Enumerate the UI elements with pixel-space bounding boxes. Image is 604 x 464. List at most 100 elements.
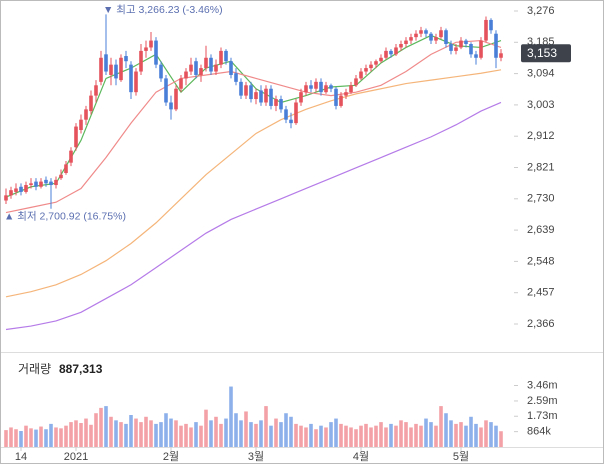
volume-bar (114, 420, 118, 447)
volume-bar (274, 418, 278, 447)
volume-bar (49, 423, 53, 447)
volume-bar (404, 422, 408, 447)
candle-body (379, 57, 383, 62)
volume-bar (214, 416, 218, 447)
volume-bar (269, 425, 273, 447)
candle-body (49, 181, 53, 186)
candle-body (279, 99, 283, 110)
volume-bar (234, 413, 238, 447)
volume-value: 887,313 (59, 362, 103, 376)
volume-bar (139, 422, 143, 447)
volume-bar (119, 422, 123, 447)
volume-bar (259, 420, 263, 447)
volume-bar (244, 411, 248, 447)
x-tick-label: 2월 (163, 450, 179, 463)
candle-body (419, 30, 423, 34)
volume-bar (369, 427, 373, 447)
volume-tick-label: 864k (527, 426, 551, 438)
moving-average-line (5, 69, 502, 298)
x-tick-label: 14 (15, 451, 27, 463)
candle-body (449, 44, 453, 51)
volume-bar (149, 420, 153, 447)
candle-body (479, 40, 483, 58)
candle-body (214, 64, 218, 72)
candle-body (459, 40, 463, 48)
volume-bar (444, 413, 448, 447)
volume-bar (359, 425, 363, 447)
volume-bar (284, 413, 288, 447)
candle-body (59, 174, 63, 179)
candle-body (199, 68, 203, 75)
candle-body (369, 64, 373, 69)
volume-bar (109, 416, 113, 447)
volume-bar (94, 413, 98, 447)
low-annotation: ▲ 최저 2,700.92 (16.75%) (4, 211, 126, 223)
volume-bar (64, 425, 68, 447)
volume-bar (4, 430, 8, 447)
candle-body (4, 195, 8, 201)
candle-body (124, 56, 128, 62)
candle-body (209, 57, 213, 72)
volume-bar (209, 420, 213, 447)
candle-body (424, 30, 428, 34)
candle-body (249, 85, 253, 100)
volume-bar (199, 425, 203, 447)
candle-body (489, 19, 493, 31)
y-tick-label: 2,548 (527, 255, 555, 267)
volume-bar (129, 415, 133, 447)
volume-bar (334, 418, 338, 447)
volume-bar (29, 428, 33, 447)
candle-body (219, 50, 223, 65)
y-tick-label: 2,639 (527, 224, 555, 236)
candle-body (19, 186, 23, 192)
volume-bar (179, 425, 183, 447)
y-tick-label: 2,730 (527, 193, 555, 205)
candle-body (179, 78, 183, 89)
candle-body (334, 88, 338, 106)
volume-bar (289, 416, 293, 447)
volume-bar (124, 423, 128, 447)
candle-body (174, 88, 178, 110)
candle-body (394, 47, 398, 55)
volume-bar (39, 426, 43, 447)
last-price-badge (521, 44, 571, 63)
candle-body (254, 92, 258, 100)
candle-body (444, 30, 448, 45)
candle-body (119, 57, 123, 81)
volume-bar (344, 425, 348, 447)
volume-bar (279, 422, 283, 447)
candle-body (54, 179, 58, 186)
candle-body (139, 50, 143, 72)
candle-body (29, 183, 33, 186)
volume-bar (464, 425, 468, 447)
volume-bar (299, 425, 303, 447)
volume-bar (484, 420, 488, 447)
volume-tick-label: 2.59m (527, 395, 558, 407)
volume-bar (104, 406, 108, 447)
volume-bar (374, 425, 378, 447)
volume-bar (204, 409, 208, 447)
volume-bar (169, 418, 173, 447)
volume-bar (44, 429, 48, 447)
candle-body (309, 85, 313, 89)
candle-body (99, 57, 103, 82)
volume-bar (339, 423, 343, 447)
volume-bar (239, 420, 243, 447)
volume-bar (399, 420, 403, 447)
x-tick-label: 4월 (353, 450, 369, 463)
volume-bar (249, 422, 253, 447)
candle-body (474, 54, 478, 58)
candle-body (499, 53, 503, 58)
volume-bar (99, 407, 103, 447)
candle-body (264, 88, 268, 103)
candle-body (39, 181, 43, 187)
volume-bar (144, 416, 148, 447)
volume-bar (419, 425, 423, 447)
volume-bar (494, 425, 498, 447)
candle-body (204, 57, 208, 69)
volume-bar (409, 427, 413, 447)
volume-bar (189, 427, 193, 447)
candle-body (154, 40, 158, 65)
